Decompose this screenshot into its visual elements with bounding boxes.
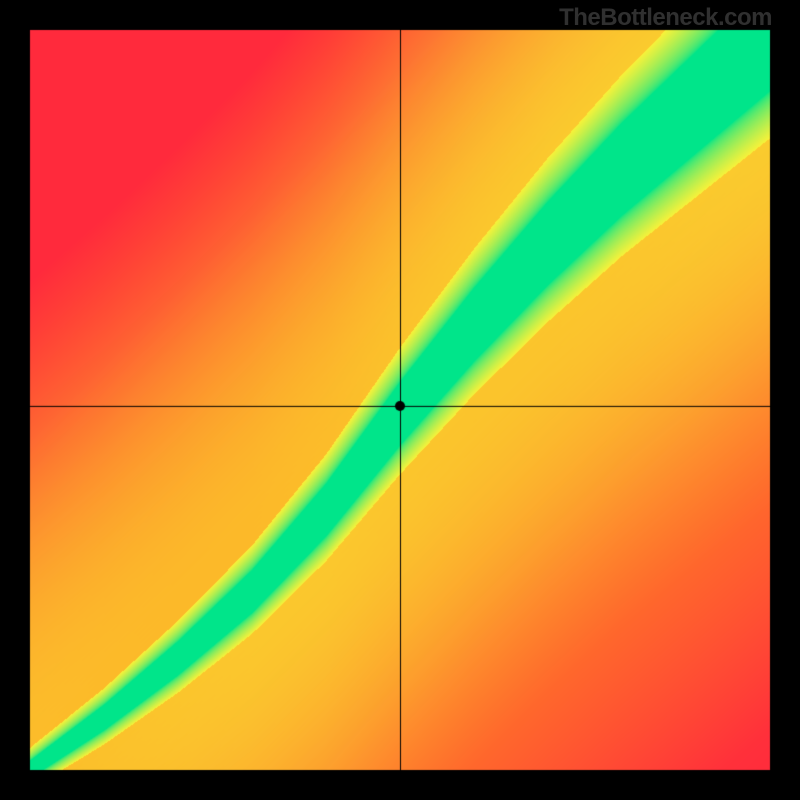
watermark-text: TheBottleneck.com — [559, 4, 772, 32]
bottleneck-heatmap — [0, 0, 800, 800]
